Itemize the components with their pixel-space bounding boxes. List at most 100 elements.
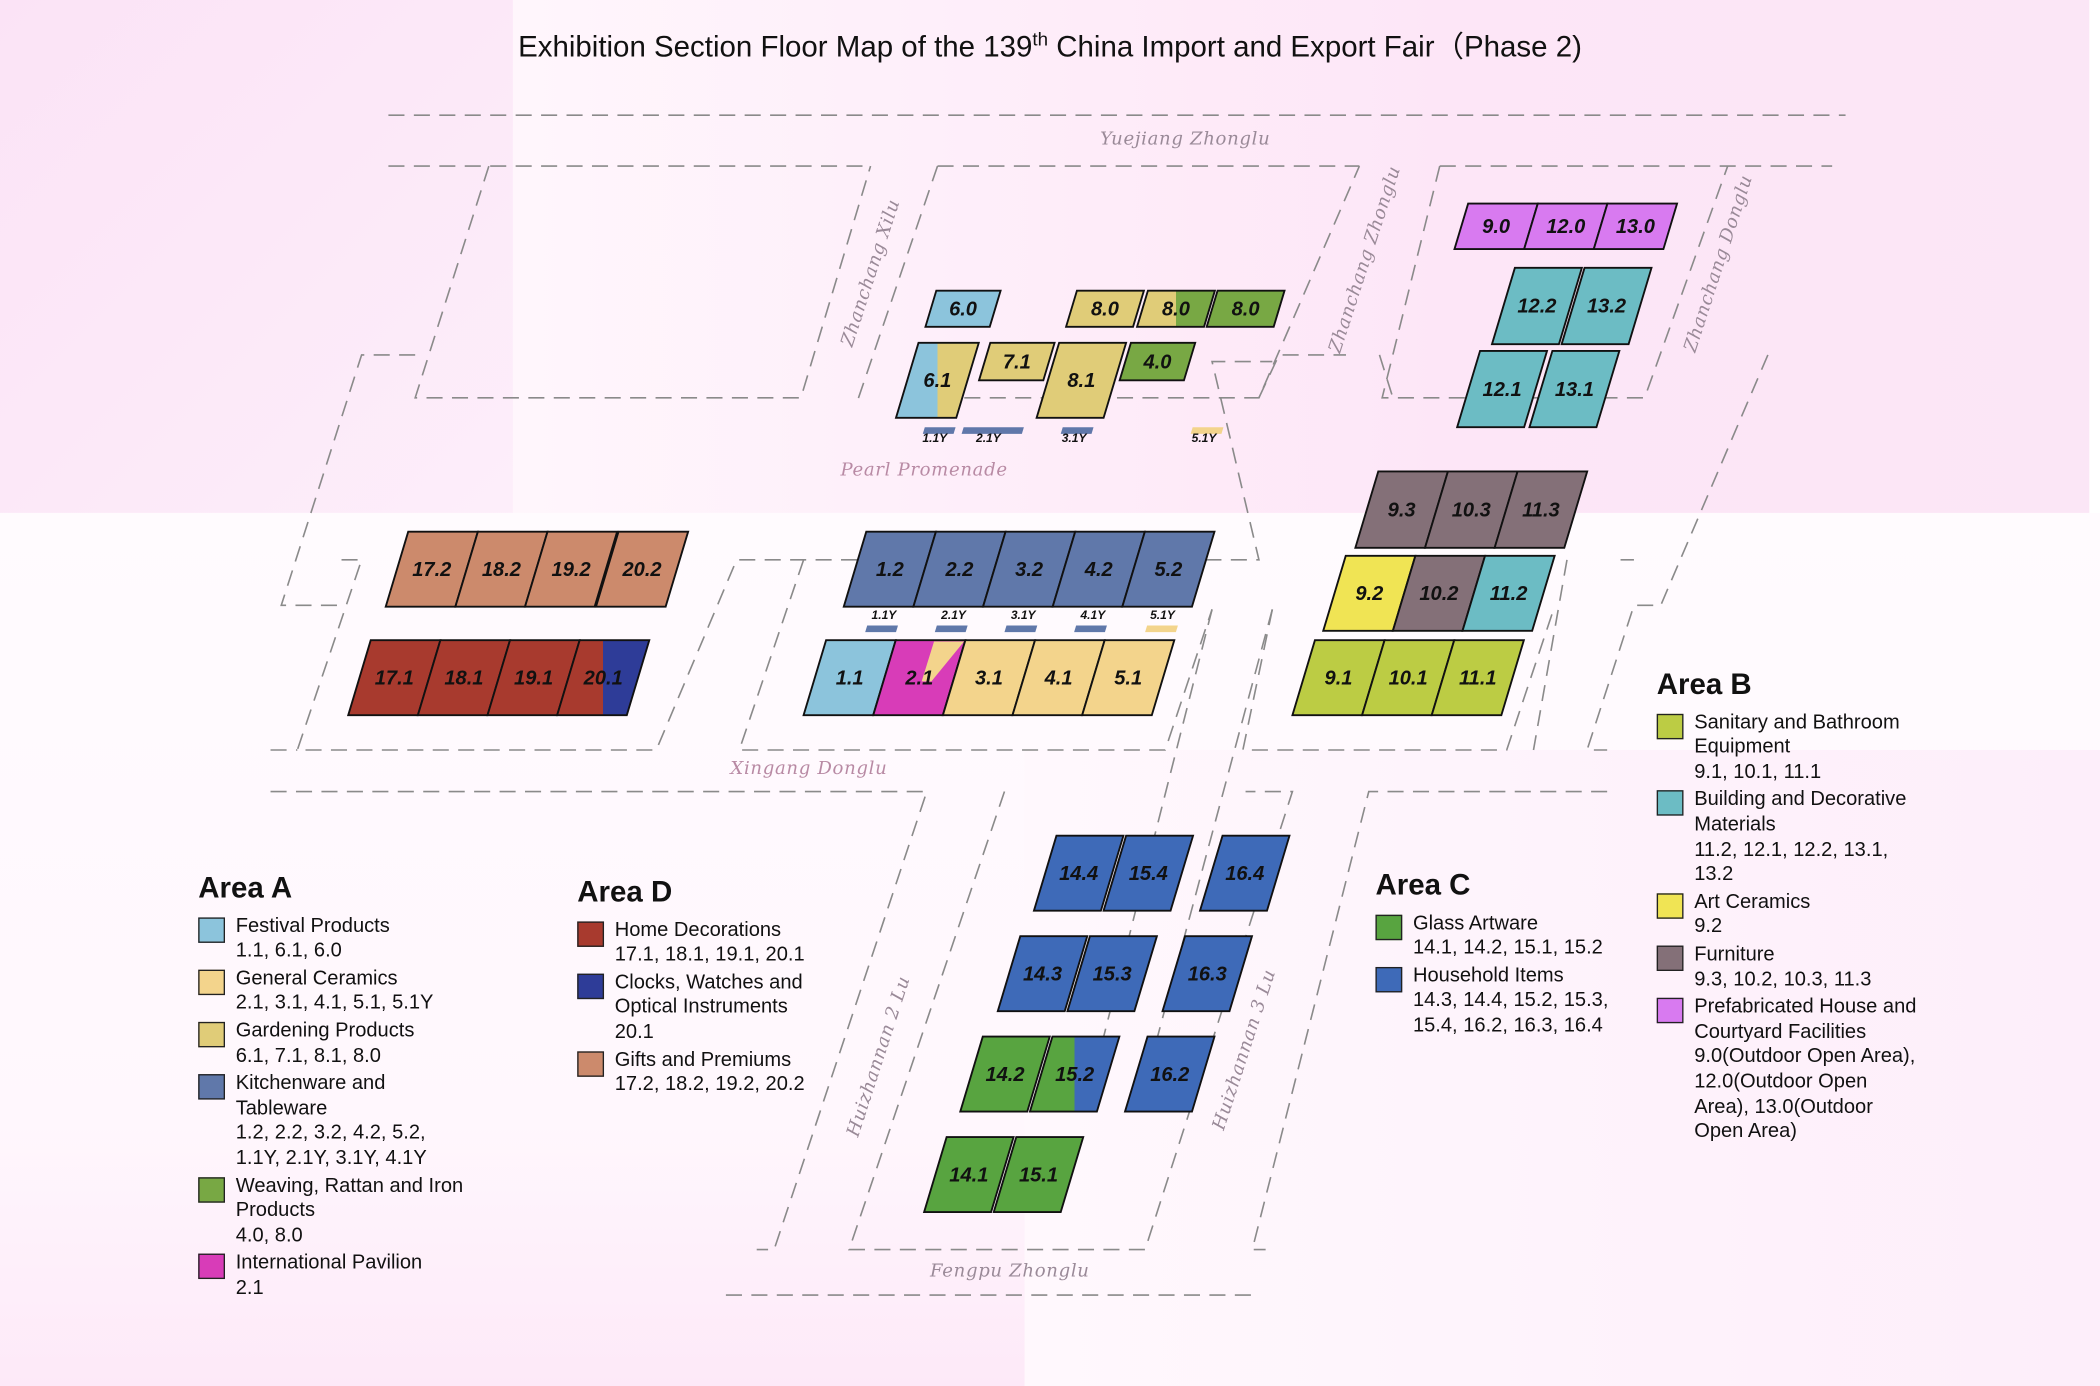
hall-shape[interactable] (992, 1136, 1085, 1214)
hall-8-0[interactable]: 8.0 (1135, 289, 1217, 328)
hall-14-2[interactable]: 14.2 (959, 1035, 1052, 1113)
hall-shape[interactable] (894, 341, 981, 419)
annex-shape[interactable] (1145, 625, 1178, 633)
hall-shape[interactable] (1135, 289, 1217, 328)
hall-13-0[interactable]: 13.0 (1592, 202, 1679, 251)
hall-19-2[interactable]: 19.2 (523, 530, 619, 608)
street-yuejiang-zhonglu: Yuejiang Zhonglu (1100, 129, 1270, 150)
hall-9-2[interactable]: 9.2 (1321, 554, 1417, 632)
hall-5-1[interactable]: 5.1 (1080, 639, 1176, 717)
annex-shape[interactable] (865, 625, 899, 633)
hall-20-2[interactable]: 20.2 (594, 530, 690, 608)
annex-2-1Y[interactable]: 2.1Y (934, 608, 968, 633)
hall-1-1[interactable]: 1.1 (802, 639, 897, 717)
hall-shape[interactable] (1080, 639, 1176, 717)
hall-shape[interactable] (1493, 470, 1589, 549)
hall-11-1[interactable]: 11.1 (1430, 639, 1526, 717)
hall-label: 20.1 (583, 667, 623, 689)
hall-16-4[interactable]: 16.4 (1198, 834, 1291, 912)
hall-shape[interactable] (1592, 202, 1679, 251)
hall-shape[interactable] (1198, 834, 1291, 912)
hall-shape[interactable] (1455, 349, 1549, 429)
hall-shape[interactable] (1032, 834, 1125, 912)
hall-shape[interactable] (1028, 1035, 1121, 1113)
hall-8-0[interactable]: 8.0 (1064, 289, 1146, 328)
annex-1-1Y[interactable]: 1.1Y (865, 608, 899, 633)
hall-15-4[interactable]: 15.4 (1102, 834, 1195, 912)
hall-shape[interactable] (1123, 1035, 1216, 1113)
hall-12-1[interactable]: 12.1 (1455, 349, 1549, 429)
hall-shape[interactable] (1035, 341, 1128, 419)
annex-shape[interactable] (1004, 625, 1038, 633)
hall-shape[interactable] (1161, 935, 1254, 1013)
annex-1-1Y[interactable]: 1.1Y (922, 427, 956, 445)
hall-shape[interactable] (996, 935, 1089, 1013)
hall-1-2[interactable]: 1.2 (842, 530, 938, 608)
hall-shape[interactable] (1121, 530, 1216, 608)
hall-2-1[interactable]: 2.1 (871, 639, 967, 717)
hall-18-1[interactable]: 18.1 (416, 639, 512, 717)
hall-5-2[interactable]: 5.2 (1121, 530, 1216, 608)
hall-15-3[interactable]: 15.3 (1066, 935, 1159, 1013)
hall-12-2[interactable]: 12.2 (1490, 266, 1584, 346)
annex-4-1Y[interactable]: 4.1Y (1074, 608, 1107, 633)
annex-5-1Y[interactable]: 5.1Y (1145, 608, 1178, 633)
hall-shape[interactable] (977, 341, 1056, 382)
hall-shape[interactable] (1560, 266, 1653, 346)
hall-10-1[interactable]: 10.1 (1360, 639, 1456, 717)
annex-2-1Y[interactable]: 2.1Y (961, 427, 1024, 445)
hall-shape[interactable] (1490, 266, 1584, 346)
street-zhanchang-xilu: Zhanchang Xilu (837, 197, 905, 351)
hall-6-0[interactable]: 6.0 (924, 289, 1002, 328)
road-outlines (270, 114, 1846, 1296)
hall-3-1[interactable]: 3.1 (941, 639, 1037, 717)
hall-13-2[interactable]: 13.2 (1560, 266, 1653, 346)
hall-16-3[interactable]: 16.3 (1161, 935, 1254, 1013)
hall-20-1[interactable]: 20.1 (555, 639, 651, 717)
hall-label: 19.1 (514, 667, 553, 689)
annex-3-1Y[interactable]: 3.1Y (1004, 608, 1038, 633)
hall-15-1[interactable]: 15.1 (992, 1136, 1085, 1214)
annex-shape[interactable] (922, 427, 956, 434)
annex-shape[interactable] (961, 427, 1024, 434)
hall-shape[interactable] (523, 530, 619, 608)
hall-16-2[interactable]: 16.2 (1123, 1035, 1216, 1113)
hall-shape[interactable] (959, 1035, 1052, 1113)
hall-11-2[interactable]: 11.2 (1461, 554, 1556, 632)
hall-8-0[interactable]: 8.0 (1205, 289, 1286, 328)
hall-4-0[interactable]: 4.0 (1118, 341, 1197, 382)
hall-shape[interactable] (1066, 935, 1159, 1013)
hall-14-3[interactable]: 14.3 (996, 935, 1089, 1013)
hall-10-2[interactable]: 10.2 (1391, 554, 1487, 632)
hall-10-3[interactable]: 10.3 (1423, 470, 1519, 549)
hall-18-2[interactable]: 18.2 (454, 530, 549, 608)
hall-shape[interactable] (1528, 349, 1621, 429)
hall-4-2[interactable]: 4.2 (1051, 530, 1147, 608)
hall-6-1[interactable]: 6.1 (894, 341, 981, 419)
hall-13-1[interactable]: 13.1 (1528, 349, 1621, 429)
hall-shape[interactable] (555, 639, 651, 717)
annex-shape[interactable] (1060, 427, 1094, 434)
hall-14-1[interactable]: 14.1 (922, 1136, 1015, 1214)
hall-3-2[interactable]: 3.2 (981, 530, 1077, 608)
hall-shape[interactable] (1430, 639, 1526, 717)
hall-15-2[interactable]: 15.2 (1028, 1035, 1121, 1113)
hall-14-4[interactable]: 14.4 (1032, 834, 1125, 912)
annex-shape[interactable] (1074, 625, 1107, 633)
hall-shape[interactable] (594, 530, 690, 608)
annex-shape[interactable] (1190, 427, 1224, 434)
hall-7-1[interactable]: 7.1 (977, 341, 1056, 382)
hall-11-3[interactable]: 11.3 (1493, 470, 1589, 549)
hall-shape[interactable] (1102, 834, 1195, 912)
hall-shape[interactable] (1205, 289, 1286, 328)
legend-swatch (577, 920, 605, 947)
hall-shape[interactable] (922, 1136, 1015, 1214)
hall-8-1[interactable]: 8.1 (1035, 341, 1128, 419)
annex-shape[interactable] (934, 625, 968, 633)
hall-shape[interactable] (1118, 341, 1197, 382)
annex-5-1Y[interactable]: 5.1Y (1190, 427, 1224, 445)
annex-3-1Y[interactable]: 3.1Y (1060, 427, 1094, 445)
hall-shape[interactable] (1461, 554, 1556, 632)
hall-shape[interactable] (1064, 289, 1146, 328)
hall-shape[interactable] (924, 289, 1002, 328)
